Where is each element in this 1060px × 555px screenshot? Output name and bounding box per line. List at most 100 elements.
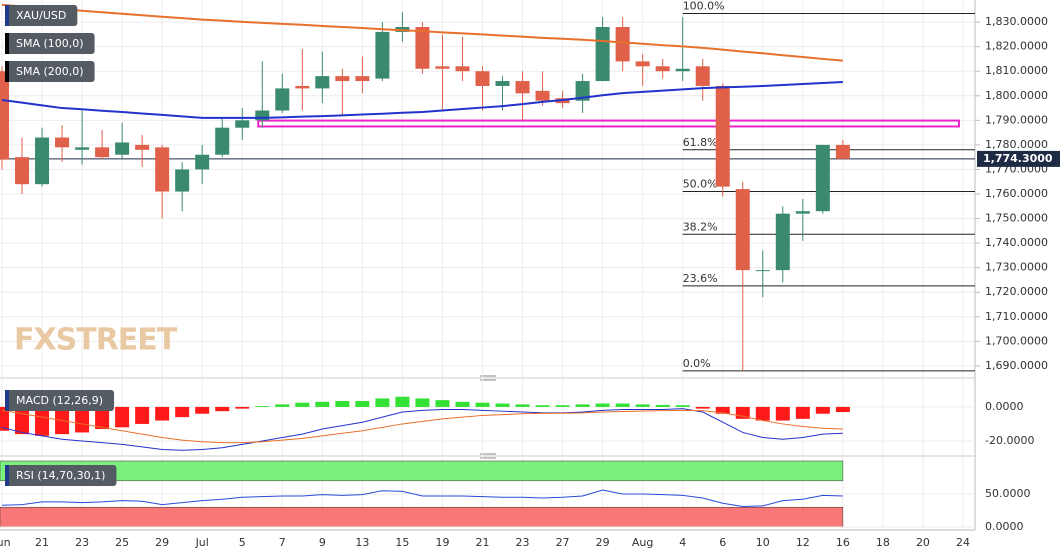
macd-histogram-bar (115, 406, 130, 428)
fib-label: 61.8% (683, 136, 718, 149)
candle-body (0, 71, 10, 160)
legend-swatch (5, 33, 9, 54)
candle-body (415, 27, 430, 69)
macd-histogram-bar (195, 406, 210, 414)
x-tick-label: 7 (279, 536, 286, 549)
x-tick-label: 23 (75, 536, 89, 549)
candle-body (515, 81, 530, 94)
y-tick-label: 1,810.0000 (985, 64, 1048, 77)
macd-histogram-bar (35, 406, 50, 436)
y-tick-label: 0.0000 (985, 520, 1024, 533)
candle-body (455, 66, 470, 72)
legend: SMA (200,0) (5, 61, 95, 82)
macd-histogram-bar (655, 404, 670, 407)
candle-body (795, 211, 810, 214)
x-tick-label: 15 (395, 536, 409, 549)
candle-body (575, 81, 590, 101)
legend-swatch (5, 390, 9, 411)
candle-body (675, 68, 690, 72)
candle-body (175, 169, 190, 192)
x-tick-label: 29 (596, 536, 610, 549)
candle-body (195, 154, 210, 170)
macd-histogram-bar (615, 403, 630, 407)
x-tick-label: Aug (632, 536, 653, 549)
candle-body (215, 127, 230, 155)
macd-histogram-bar (715, 406, 730, 414)
macd-histogram-bar (535, 405, 550, 407)
macd-histogram-bar (815, 406, 830, 414)
legend-box (5, 33, 95, 54)
candle-body (715, 85, 730, 187)
candle-body (335, 76, 350, 82)
candle-body (435, 66, 450, 69)
macd-histogram-bar (555, 405, 570, 407)
fib-label: 50.0% (683, 178, 718, 191)
x-tick-label: 12 (796, 536, 810, 549)
macd-histogram-bar (0, 406, 10, 431)
rsi-line (1, 489, 843, 508)
candle-body (775, 213, 790, 271)
x-tick-label: 21 (35, 536, 49, 549)
macd-histogram-bar (635, 404, 650, 407)
macd-histogram-bar (435, 400, 450, 407)
macd-histogram-bar (95, 406, 110, 430)
x-tick-label: 6 (719, 536, 726, 549)
x-tick-label: Jun (0, 536, 11, 549)
candle-body (815, 144, 830, 212)
macd-histogram-bar (595, 403, 610, 407)
x-tick-label: 10 (756, 536, 770, 549)
candle-body (375, 31, 390, 79)
legend: RSI (14,70,30,1) (5, 465, 117, 486)
x-tick-label: 25 (115, 536, 129, 549)
sma-line (1, 3, 843, 62)
legend-label: XAU/USD (16, 9, 66, 22)
candle-body (155, 147, 170, 192)
macd-histogram-bar (235, 406, 250, 409)
legend: SMA (100,0) (5, 33, 95, 54)
macd-histogram-bar (415, 398, 430, 407)
macd-histogram-bar (135, 406, 150, 424)
x-tick-label: 20 (916, 536, 930, 549)
x-tick-label: 19 (435, 536, 449, 549)
macd-histogram-bar (15, 406, 30, 435)
macd-histogram-bar (735, 406, 750, 419)
candle-body (635, 61, 650, 67)
candle-body (475, 71, 490, 86)
x-tick-label: 16 (836, 536, 850, 549)
watermark: FXSTREET (14, 323, 178, 358)
candle-body (735, 189, 750, 271)
candle-body (315, 76, 330, 89)
legend: XAU/USD (5, 5, 78, 26)
y-tick-label: 1,730.0000 (985, 261, 1048, 274)
macd-histogram-bar (835, 406, 850, 413)
candle-body (355, 76, 370, 82)
x-tick-label: 29 (155, 536, 169, 549)
y-tick-label: 1,690.0000 (985, 359, 1048, 372)
support-zone (257, 119, 960, 128)
candle-body (235, 120, 250, 128)
macd-histogram-bar (375, 398, 390, 407)
candle-body (255, 110, 270, 121)
legend-box (5, 390, 115, 411)
fib-label: 0.0% (683, 357, 711, 370)
fib-label: 23.6% (683, 272, 718, 285)
macd-line (1, 408, 843, 451)
macd-histogram-bar (515, 404, 530, 407)
y-tick-label: 1,720.0000 (985, 285, 1048, 298)
macd-histogram-bar (775, 406, 790, 421)
x-tick-label: 18 (876, 536, 890, 549)
macd-histogram-bar (455, 401, 470, 407)
macd-histogram-bar (295, 402, 310, 407)
macd-histogram-bar (315, 401, 330, 407)
signal-line (1, 409, 843, 444)
candle-body (135, 144, 150, 150)
legend-swatch (5, 465, 9, 486)
macd-histogram-bar (755, 406, 770, 421)
sma-line (1, 81, 843, 119)
fib-label: 38.2% (683, 220, 718, 233)
candle-body (55, 137, 70, 148)
macd-histogram-bar (275, 404, 290, 407)
y-tick-label: 1,830.0000 (985, 15, 1048, 28)
rsi-band (0, 460, 844, 482)
